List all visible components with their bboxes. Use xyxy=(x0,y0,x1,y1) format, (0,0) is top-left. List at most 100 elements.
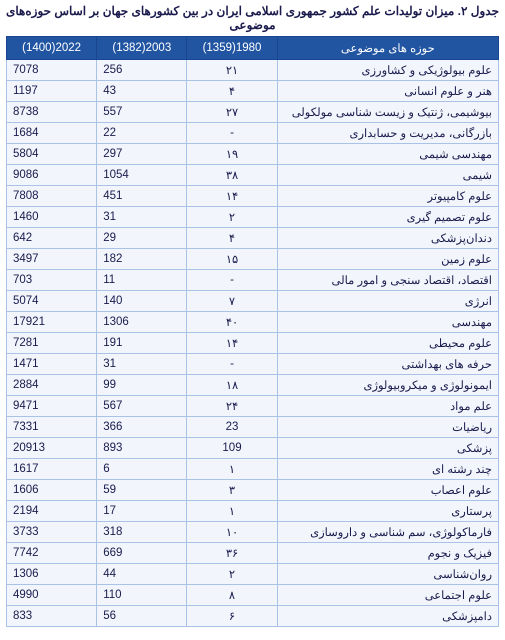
cell-2022: 3733 xyxy=(7,522,97,543)
table-row: دندان‌پزشکی۴29642 xyxy=(7,228,499,249)
table-row: چند رشته ای۱61617 xyxy=(7,459,499,480)
table-row: علوم کامپیوتر۱۴4517808 xyxy=(7,186,499,207)
table-row: علوم زمین۱۵1823497 xyxy=(7,249,499,270)
cell-2022: 17921 xyxy=(7,312,97,333)
cell-2003: 893 xyxy=(97,438,187,459)
cell-1980: 23 xyxy=(187,417,277,438)
cell-subject: هنر و علوم انسانی xyxy=(277,81,498,102)
cell-1980: ۴ xyxy=(187,228,277,249)
cell-2003: 366 xyxy=(97,417,187,438)
cell-2022: 1606 xyxy=(7,480,97,501)
cell-1980: ۲۷ xyxy=(187,102,277,123)
cell-1980: - xyxy=(187,270,277,291)
cell-2022: 2194 xyxy=(7,501,97,522)
cell-1980: ۶ xyxy=(187,606,277,627)
cell-2003: 99 xyxy=(97,375,187,396)
cell-2003: 59 xyxy=(97,480,187,501)
cell-subject: علوم اجتماعی xyxy=(277,585,498,606)
cell-subject: مهندسی xyxy=(277,312,498,333)
table-row: بیوشیمی، ژنتیک و زیست شناسی مولکولی۲۷557… xyxy=(7,102,499,123)
cell-subject: علوم محیطی xyxy=(277,333,498,354)
col-2003: 2003(1382) xyxy=(97,37,187,60)
cell-2022: 1197 xyxy=(7,81,97,102)
cell-subject: شیمی xyxy=(277,165,498,186)
cell-1980: ۲ xyxy=(187,564,277,585)
cell-2003: 43 xyxy=(97,81,187,102)
table-row: بازرگانی، مدیریت و حسابداری-221684 xyxy=(7,123,499,144)
cell-1980: ۱ xyxy=(187,501,277,522)
cell-2022: 7808 xyxy=(7,186,97,207)
cell-2003: 110 xyxy=(97,585,187,606)
table-row: هنر و علوم انسانی۴431197 xyxy=(7,81,499,102)
cell-2003: 1306 xyxy=(97,312,187,333)
cell-subject: علوم بیولوژیکی و کشاورزی xyxy=(277,60,498,81)
cell-2022: 1617 xyxy=(7,459,97,480)
cell-subject: بیوشیمی، ژنتیک و زیست شناسی مولکولی xyxy=(277,102,498,123)
cell-2022: 833 xyxy=(7,606,97,627)
cell-subject: علوم کامپیوتر xyxy=(277,186,498,207)
table-row: اقتصاد، اقتصاد سنجی و امور مالی-11703 xyxy=(7,270,499,291)
cell-2022: 1471 xyxy=(7,354,97,375)
cell-1980: ۴۰ xyxy=(187,312,277,333)
col-1980: 1980(1359) xyxy=(187,37,277,60)
table-row: پرستاری۱172194 xyxy=(7,501,499,522)
cell-1980: ۱۵ xyxy=(187,249,277,270)
cell-subject: علوم اعصاب xyxy=(277,480,498,501)
cell-1980: ۲۴ xyxy=(187,396,277,417)
table-row: مهندسی شیمی۱۹2975804 xyxy=(7,144,499,165)
cell-1980: ۱۴ xyxy=(187,333,277,354)
table-row: فیزیک و نجوم۳۶6697742 xyxy=(7,543,499,564)
cell-subject: چند رشته ای xyxy=(277,459,498,480)
cell-subject: اقتصاد، اقتصاد سنجی و امور مالی xyxy=(277,270,498,291)
cell-subject: فیزیک و نجوم xyxy=(277,543,498,564)
table-title: جدول ۲. میزان تولیدات علم کشور جمهوری اس… xyxy=(6,4,499,32)
cell-2003: 256 xyxy=(97,60,187,81)
cell-subject: علوم زمین xyxy=(277,249,498,270)
table-row: شیمی۳۸10549086 xyxy=(7,165,499,186)
cell-subject: روان‌شناسی xyxy=(277,564,498,585)
col-2022: 2022(1400) xyxy=(7,37,97,60)
cell-2022: 703 xyxy=(7,270,97,291)
cell-2022: 7281 xyxy=(7,333,97,354)
cell-subject: حرفه های بهداشتی xyxy=(277,354,498,375)
col-subject: حوزه های موضوعی xyxy=(277,37,498,60)
cell-subject: علوم تصمیم گیری xyxy=(277,207,498,228)
cell-2003: 22 xyxy=(97,123,187,144)
cell-2022: 20913 xyxy=(7,438,97,459)
table-row: حرفه های بهداشتی-311471 xyxy=(7,354,499,375)
table-row: انرژی۷1405074 xyxy=(7,291,499,312)
cell-1980: ۱۴ xyxy=(187,186,277,207)
cell-2003: 6 xyxy=(97,459,187,480)
cell-2003: 140 xyxy=(97,291,187,312)
cell-2022: 3497 xyxy=(7,249,97,270)
table-row: علوم بیولوژیکی و کشاورزی۲۱2567078 xyxy=(7,60,499,81)
cell-2022: 8738 xyxy=(7,102,97,123)
cell-2022: 1460 xyxy=(7,207,97,228)
cell-subject: انرژی xyxy=(277,291,498,312)
cell-1980: ۲ xyxy=(187,207,277,228)
table-row: مهندسی۴۰130617921 xyxy=(7,312,499,333)
data-table: حوزه های موضوعی 1980(1359) 2003(1382) 20… xyxy=(6,36,499,627)
cell-1980: ۱ xyxy=(187,459,277,480)
cell-subject: پرستاری xyxy=(277,501,498,522)
cell-1980: ۳۶ xyxy=(187,543,277,564)
cell-2022: 4990 xyxy=(7,585,97,606)
cell-1980: ۳ xyxy=(187,480,277,501)
cell-2003: 557 xyxy=(97,102,187,123)
cell-2003: 297 xyxy=(97,144,187,165)
table-row: علوم اجتماعی۸1104990 xyxy=(7,585,499,606)
cell-2003: 56 xyxy=(97,606,187,627)
cell-2022: 9086 xyxy=(7,165,97,186)
table-row: علوم اعصاب۳591606 xyxy=(7,480,499,501)
cell-2022: 7331 xyxy=(7,417,97,438)
cell-subject: ریاضیات xyxy=(277,417,498,438)
cell-subject: علم مواد xyxy=(277,396,498,417)
cell-2003: 451 xyxy=(97,186,187,207)
cell-2003: 31 xyxy=(97,354,187,375)
cell-1980: ۲۱ xyxy=(187,60,277,81)
table-row: علوم محیطی۱۴1917281 xyxy=(7,333,499,354)
cell-subject: پزشکی xyxy=(277,438,498,459)
cell-1980: - xyxy=(187,123,277,144)
cell-2003: 1054 xyxy=(97,165,187,186)
cell-subject: دندان‌پزشکی xyxy=(277,228,498,249)
